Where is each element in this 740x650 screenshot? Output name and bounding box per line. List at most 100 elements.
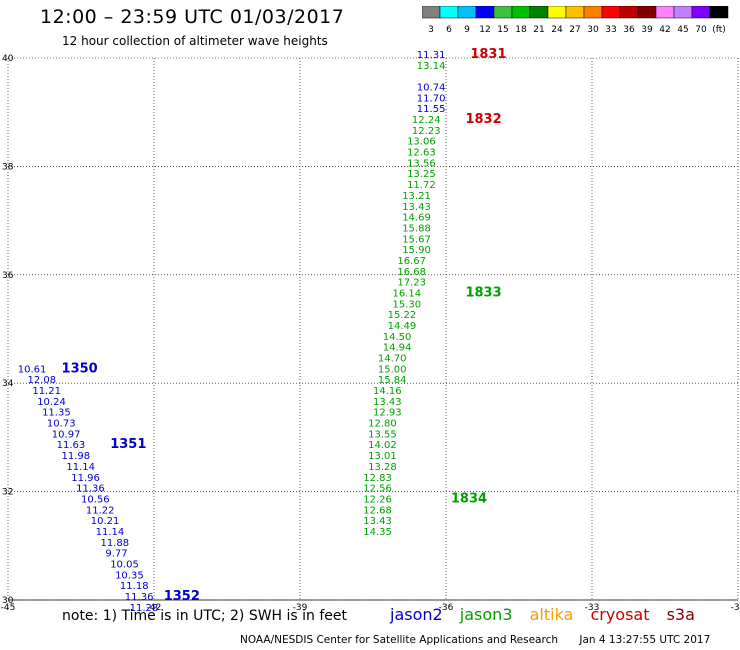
data-label: 16.67 (397, 256, 426, 267)
data-label: 13.21 (402, 191, 431, 202)
x-tick-label: -45 (1, 603, 16, 613)
colorbar-label: 42 (659, 25, 670, 34)
data-label: 12.24 (412, 115, 441, 126)
x-tick-label: -39 (293, 603, 308, 613)
data-label: 13.25 (407, 169, 436, 180)
y-tick-label: 40 (2, 54, 14, 64)
data-label: 11.72 (407, 180, 436, 191)
data-label: 9.77 (105, 549, 127, 560)
data-label: 13.06 (407, 137, 436, 148)
colorbar-label: 70 (695, 25, 707, 34)
colorbar-label: 27 (569, 25, 580, 34)
legend-s3a: s3a (666, 605, 695, 624)
data-label: 10.35 (115, 570, 144, 581)
data-label: 14.69 (402, 213, 431, 224)
data-label: 11.36 (76, 484, 105, 495)
data-label: 11.88 (100, 538, 129, 549)
data-label: 10.61 (18, 364, 47, 375)
colorbar-swatch (709, 6, 729, 19)
data-label: 13.43 (373, 397, 402, 408)
data-label: 14.94 (383, 343, 412, 354)
footer: NOAA/NESDIS Center for Satellite Applica… (240, 634, 728, 646)
data-label: 16.68 (397, 267, 426, 278)
data-label: 12.80 (368, 419, 397, 430)
data-label: 14.49 (388, 321, 417, 332)
legend-cryosat: cryosat (590, 605, 650, 624)
x-tick-label: -36 (439, 603, 454, 613)
track-id-label: 1352 (164, 589, 200, 604)
y-tick-label: 32 (2, 488, 13, 498)
data-label: 13.43 (363, 516, 392, 527)
x-tick-label: -33 (585, 603, 600, 613)
data-label: 11.14 (66, 462, 95, 473)
legend: jason2 jason3 altika cryosat s3a (390, 605, 707, 624)
data-label: 10.05 (110, 559, 139, 570)
data-label: 10.97 (52, 429, 81, 440)
footer-center: NOAA/NESDIS Center for Satellite Applica… (240, 634, 558, 646)
track-id-label: 1831 (470, 47, 506, 62)
data-label: 15.67 (402, 234, 431, 245)
data-label: 15.88 (402, 223, 431, 234)
page-title: 12:00 – 23:59 UTC 01/03/2017 (40, 6, 345, 28)
data-label: 14.35 (363, 527, 392, 538)
data-label: 11.63 (57, 440, 86, 451)
data-label: 11.36 (125, 592, 154, 603)
data-label: 13.01 (368, 451, 397, 462)
data-label: 10.56 (81, 494, 110, 505)
data-label: 11.14 (96, 527, 125, 538)
data-label: 14.16 (373, 386, 402, 397)
legend-jason2: jason2 (390, 605, 443, 624)
data-label: 15.84 (378, 375, 407, 386)
track-id-label: 1350 (62, 361, 98, 376)
colorbar-label: 36 (623, 25, 635, 34)
colorbar-label: 33 (605, 25, 616, 34)
data-label: 12.83 (363, 473, 392, 484)
legend-altika: altika (529, 605, 574, 624)
data-label: 15.30 (392, 299, 421, 310)
track-id-label: 1834 (451, 491, 487, 506)
data-label: 11.31 (417, 50, 446, 61)
y-tick-label: 30 (2, 596, 14, 606)
data-label: 13.14 (417, 61, 446, 72)
data-label: 13.56 (407, 158, 436, 169)
colorbar-label: 21 (533, 25, 544, 34)
data-label: 13.43 (402, 202, 431, 213)
data-label: 13.28 (368, 462, 397, 473)
colorbar-label: 45 (677, 25, 688, 34)
data-label: 12.93 (373, 408, 402, 419)
colorbar-label: 24 (551, 25, 563, 34)
y-tick-label: 36 (2, 271, 14, 281)
data-label: 12.63 (407, 148, 436, 159)
colorbar-label: 6 (446, 25, 452, 34)
page-subtitle: 12 hour collection of altimeter wave hei… (62, 34, 328, 48)
data-label: 11.18 (120, 581, 149, 592)
data-label: 15.90 (402, 245, 431, 256)
colorbar-label: 3 (428, 25, 434, 34)
data-label: 16.14 (392, 288, 421, 299)
data-label: 15.00 (378, 364, 407, 375)
data-label: 11.96 (71, 473, 100, 484)
data-label: 14.50 (383, 332, 412, 343)
data-label: 12.08 (27, 375, 56, 386)
data-label: 14.02 (368, 440, 397, 451)
data-label: 10.74 (417, 83, 446, 94)
data-label: 11.98 (62, 451, 91, 462)
track-id-label: 1832 (465, 112, 501, 127)
data-label: 12.26 (363, 494, 392, 505)
colorbar-label: 9 (464, 25, 470, 34)
legend-jason3: jason3 (459, 605, 513, 624)
data-label: 10.21 (91, 516, 120, 527)
data-label: 10.73 (47, 419, 76, 430)
data-label: 10.24 (37, 397, 66, 408)
track-id-label: 1351 (110, 437, 146, 452)
note: note: 1) Time is in UTC; 2) SWH is in fe… (62, 608, 348, 624)
x-tick-label: -30 (731, 603, 740, 613)
footer-timestamp: Jan 4 13:27:55 UTC 2017 (579, 634, 711, 646)
data-label: 17.23 (397, 278, 426, 289)
data-label: 15.22 (388, 310, 417, 321)
data-label: 12.23 (412, 126, 441, 137)
data-label: 11.22 (86, 505, 115, 516)
track-id-label: 1833 (465, 285, 501, 300)
data-label: 13.55 (368, 429, 397, 440)
